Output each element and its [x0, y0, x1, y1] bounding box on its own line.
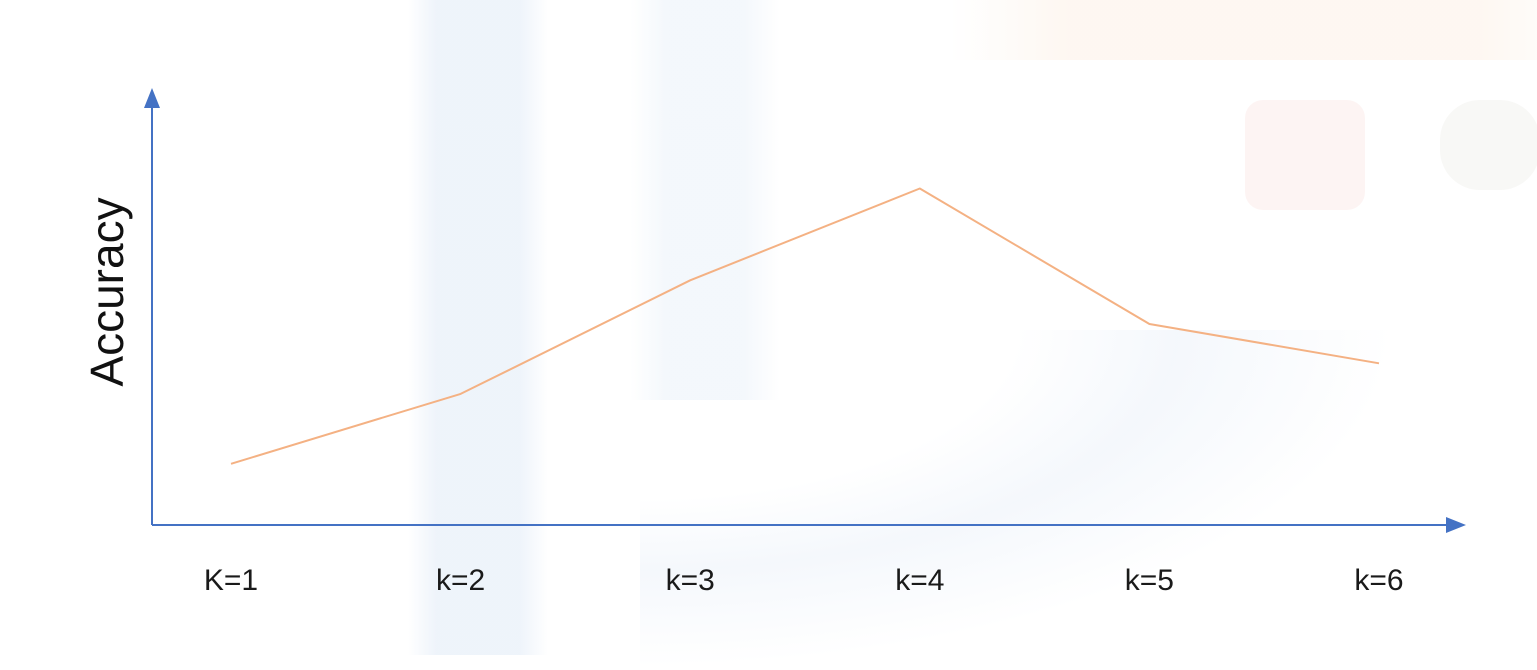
x-tick-label: k=4: [895, 564, 944, 597]
series-line: [230, 187, 1380, 465]
y-axis-arrow-icon: [144, 88, 160, 108]
x-tick-label: k=3: [666, 564, 715, 597]
x-tick-labels: K=1 k=2 k=3 k=4 k=5 k=6: [204, 564, 1404, 597]
chart-axes: [144, 88, 1466, 533]
x-tick-label: K=1: [204, 564, 258, 597]
x-tick-label: k=5: [1125, 564, 1174, 597]
x-tick-label: k=2: [436, 564, 485, 597]
y-axis-label: Accuracy: [81, 197, 133, 386]
accuracy-line-chart: K=1 k=2 k=3 k=4 k=5 k=6 Accuracy: [81, 88, 1466, 597]
x-axis-arrow-icon: [1446, 517, 1466, 533]
x-tick-label: k=6: [1354, 564, 1403, 597]
slide-canvas: K=1 k=2 k=3 k=4 k=5 k=6 Accuracy: [81, 0, 1537, 670]
series-layer: [230, 187, 1380, 465]
